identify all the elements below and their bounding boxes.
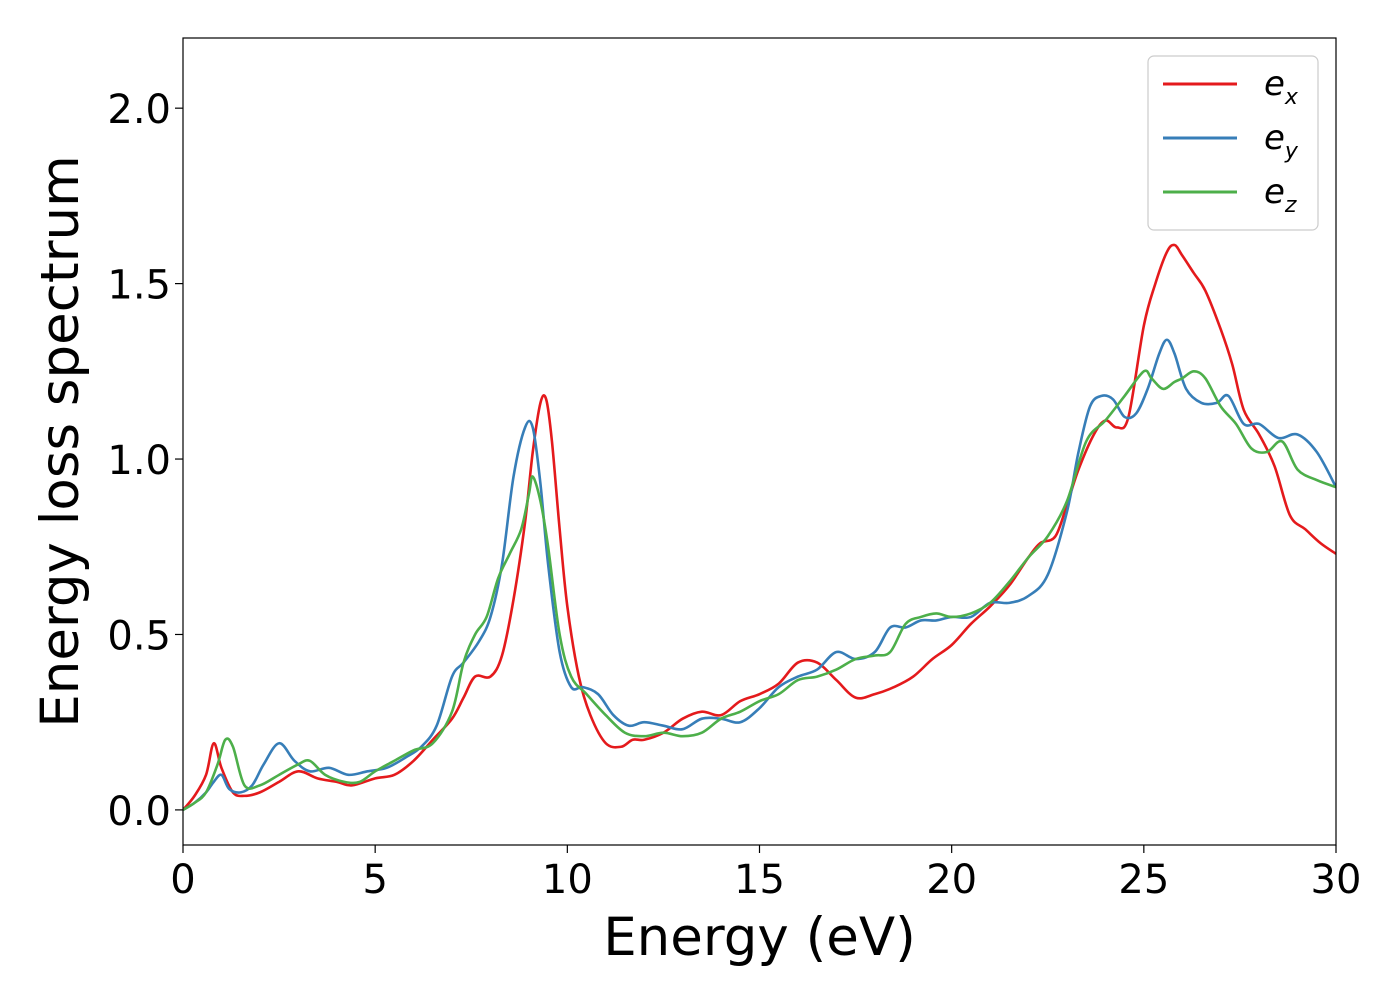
legend-box	[1147, 55, 1319, 231]
legend-label-base: e	[1264, 118, 1285, 158]
legend-label-y: ey	[1264, 118, 1299, 164]
y-tick-label: 1.0	[107, 438, 171, 484]
axis-ticks: 0 5 10 15 20 25 30 0.0 0.5 1.0 1.5 2.0	[107, 87, 1361, 903]
y-tick-label: 0.5	[107, 613, 171, 659]
y-tick-label: 1.5	[107, 263, 171, 309]
x-tick-label: 0	[170, 857, 195, 903]
series-line-x	[183, 243, 1336, 811]
y-tick-label: 0.0	[107, 789, 171, 835]
legend-label-base: e	[1264, 64, 1285, 104]
legend-label-z: ez	[1264, 172, 1297, 218]
legend-label-x: ex	[1264, 64, 1299, 110]
legend-label-subscript: y	[1284, 139, 1299, 164]
x-tick-label: 5	[362, 857, 387, 903]
series-layer	[183, 243, 1336, 812]
x-tick-label: 25	[1118, 857, 1169, 903]
x-tick-label: 30	[1311, 857, 1362, 903]
legend-label-base: e	[1264, 172, 1285, 212]
x-axis-label: Energy (eV)	[603, 907, 916, 968]
y-tick-label: 2.0	[107, 87, 171, 133]
x-tick-label: 10	[542, 857, 593, 903]
legend-label-subscript: z	[1284, 193, 1297, 218]
series-line-y	[183, 338, 1336, 812]
y-axis-label: Energy loss spectrum	[30, 155, 91, 727]
legend-label-subscript: x	[1284, 85, 1299, 110]
series-line-z	[183, 369, 1336, 812]
x-tick-label: 15	[734, 857, 785, 903]
x-tick-label: 20	[926, 857, 977, 903]
axes-frame	[182, 37, 1337, 846]
